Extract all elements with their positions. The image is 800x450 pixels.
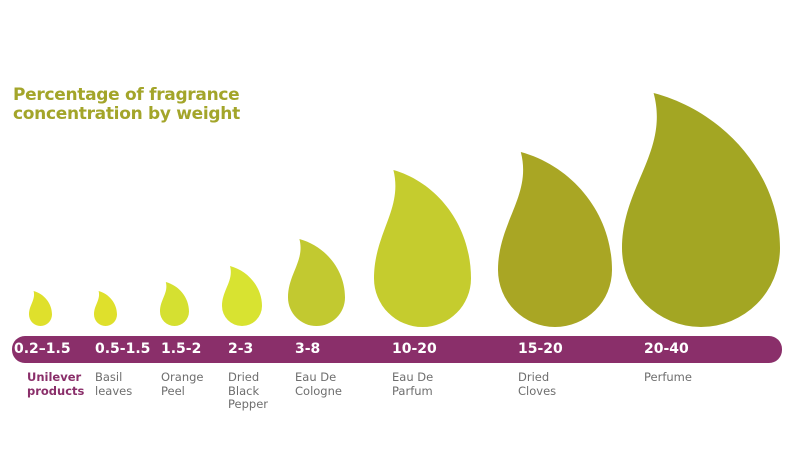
category-label: Unilever products [27, 370, 85, 398]
category-label: Dried Cloves [518, 370, 557, 398]
range-bar [12, 336, 782, 363]
range-label: 1.5-2 [161, 341, 202, 357]
droplet-3 [222, 266, 262, 326]
range-label: 2-3 [228, 341, 254, 357]
range-label: 0.2–1.5 [14, 341, 71, 357]
range-label: 3-8 [295, 341, 321, 357]
category-label: Eau De Parfum [392, 370, 434, 398]
range-label: 0.5-1.5 [95, 341, 151, 357]
droplet-4 [288, 239, 345, 326]
droplet-7 [622, 93, 780, 327]
droplet-6 [498, 152, 612, 327]
droplet-2 [160, 282, 189, 326]
droplet-5 [374, 170, 471, 327]
chart-title: Percentage of fragrance concentration by… [13, 85, 240, 124]
category-label: Eau De Cologne [295, 370, 342, 398]
category-label: Orange Peel [161, 370, 204, 398]
droplet-1 [94, 291, 117, 326]
category-label: Basil leaves [95, 370, 133, 398]
range-label: 10-20 [392, 341, 437, 357]
range-label: 20-40 [644, 341, 689, 357]
range-label: 15-20 [518, 341, 563, 357]
droplet-0 [29, 291, 52, 326]
category-label: Dried Black Pepper [228, 370, 269, 411]
category-label: Perfume [644, 370, 692, 384]
